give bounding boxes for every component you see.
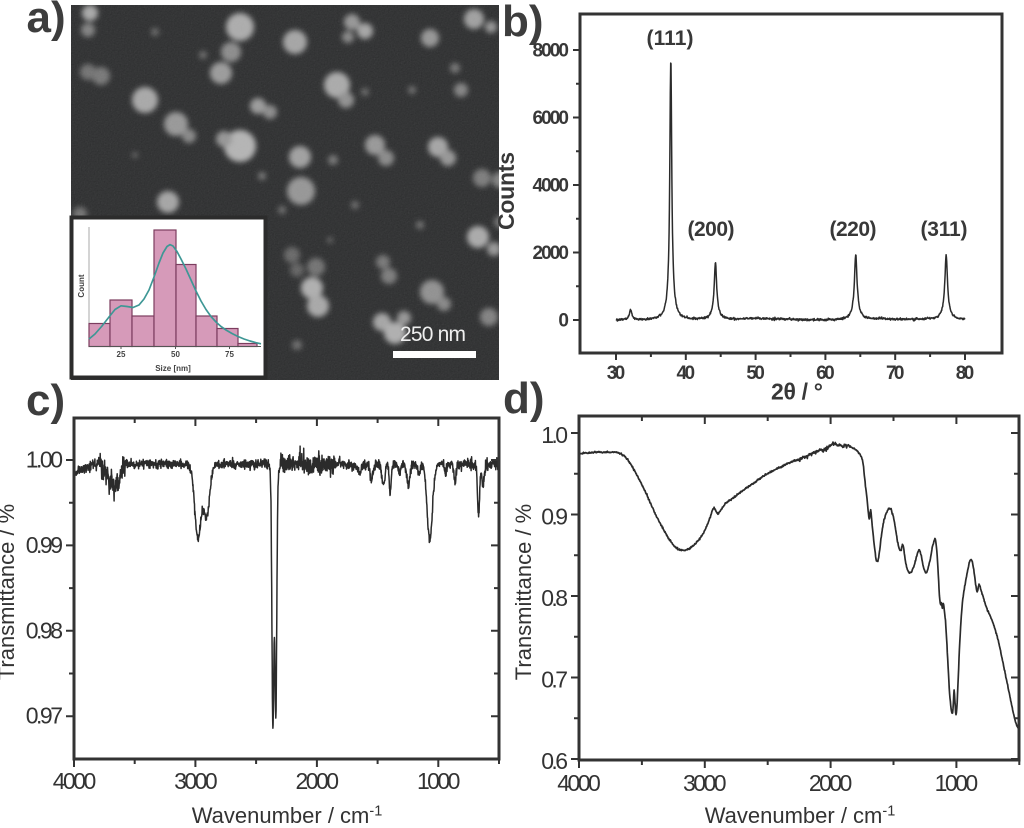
svg-text:30: 30 bbox=[607, 363, 626, 384]
svg-text:3000: 3000 bbox=[174, 768, 218, 794]
svg-text:c): c) bbox=[26, 376, 65, 425]
svg-text:75: 75 bbox=[225, 350, 234, 359]
svg-text:1.0: 1.0 bbox=[541, 422, 568, 448]
svg-text:0.9: 0.9 bbox=[541, 504, 568, 530]
svg-text:d): d) bbox=[503, 374, 545, 423]
svg-text:50: 50 bbox=[171, 350, 180, 359]
svg-text:0.98: 0.98 bbox=[26, 617, 63, 643]
svg-text:0.7: 0.7 bbox=[541, 667, 568, 693]
svg-text:50: 50 bbox=[746, 363, 765, 384]
svg-text:(311): (311) bbox=[921, 218, 968, 241]
svg-text:2000: 2000 bbox=[296, 768, 340, 794]
svg-text:Size [nm]: Size [nm] bbox=[155, 364, 191, 373]
svg-text:8000: 8000 bbox=[533, 41, 570, 62]
svg-text:Transmittance / %: Transmittance / % bbox=[0, 504, 19, 680]
svg-text:2θ / °: 2θ / ° bbox=[771, 379, 823, 405]
svg-text:250 nm: 250 nm bbox=[400, 323, 466, 346]
svg-text:0.8: 0.8 bbox=[541, 585, 568, 611]
svg-text:0.97: 0.97 bbox=[26, 703, 63, 729]
svg-text:0.6: 0.6 bbox=[541, 748, 568, 774]
svg-text:0: 0 bbox=[558, 311, 569, 332]
svg-text:(111): (111) bbox=[647, 27, 694, 50]
svg-text:Count: Count bbox=[77, 274, 86, 297]
svg-text:2000: 2000 bbox=[533, 243, 570, 264]
svg-text:60: 60 bbox=[816, 363, 835, 384]
svg-text:1000: 1000 bbox=[417, 768, 461, 794]
svg-text:(220): (220) bbox=[830, 218, 877, 241]
svg-text:3000: 3000 bbox=[683, 770, 727, 796]
svg-text:80: 80 bbox=[956, 363, 975, 384]
svg-text:Wavenumber / cm-1: Wavenumber / cm-1 bbox=[192, 803, 383, 828]
svg-text:b): b) bbox=[502, 0, 544, 46]
svg-text:0.99: 0.99 bbox=[26, 532, 63, 558]
svg-text:Counts: Counts bbox=[493, 152, 519, 230]
svg-text:a): a) bbox=[27, 0, 66, 42]
svg-text:70: 70 bbox=[886, 363, 905, 384]
svg-text:4000: 4000 bbox=[53, 768, 97, 794]
svg-text:Transmittance / %: Transmittance / % bbox=[511, 504, 536, 680]
svg-text:2000: 2000 bbox=[809, 770, 853, 796]
svg-text:Wavenumber / cm-1: Wavenumber / cm-1 bbox=[705, 803, 896, 828]
svg-text:4000: 4000 bbox=[557, 770, 601, 796]
svg-text:4000: 4000 bbox=[533, 176, 570, 197]
svg-text:1000: 1000 bbox=[935, 770, 979, 796]
svg-text:40: 40 bbox=[677, 363, 696, 384]
svg-text:6000: 6000 bbox=[533, 108, 570, 129]
svg-text:(200): (200) bbox=[688, 218, 735, 241]
svg-text:25: 25 bbox=[117, 350, 126, 359]
svg-text:1.00: 1.00 bbox=[26, 447, 63, 473]
